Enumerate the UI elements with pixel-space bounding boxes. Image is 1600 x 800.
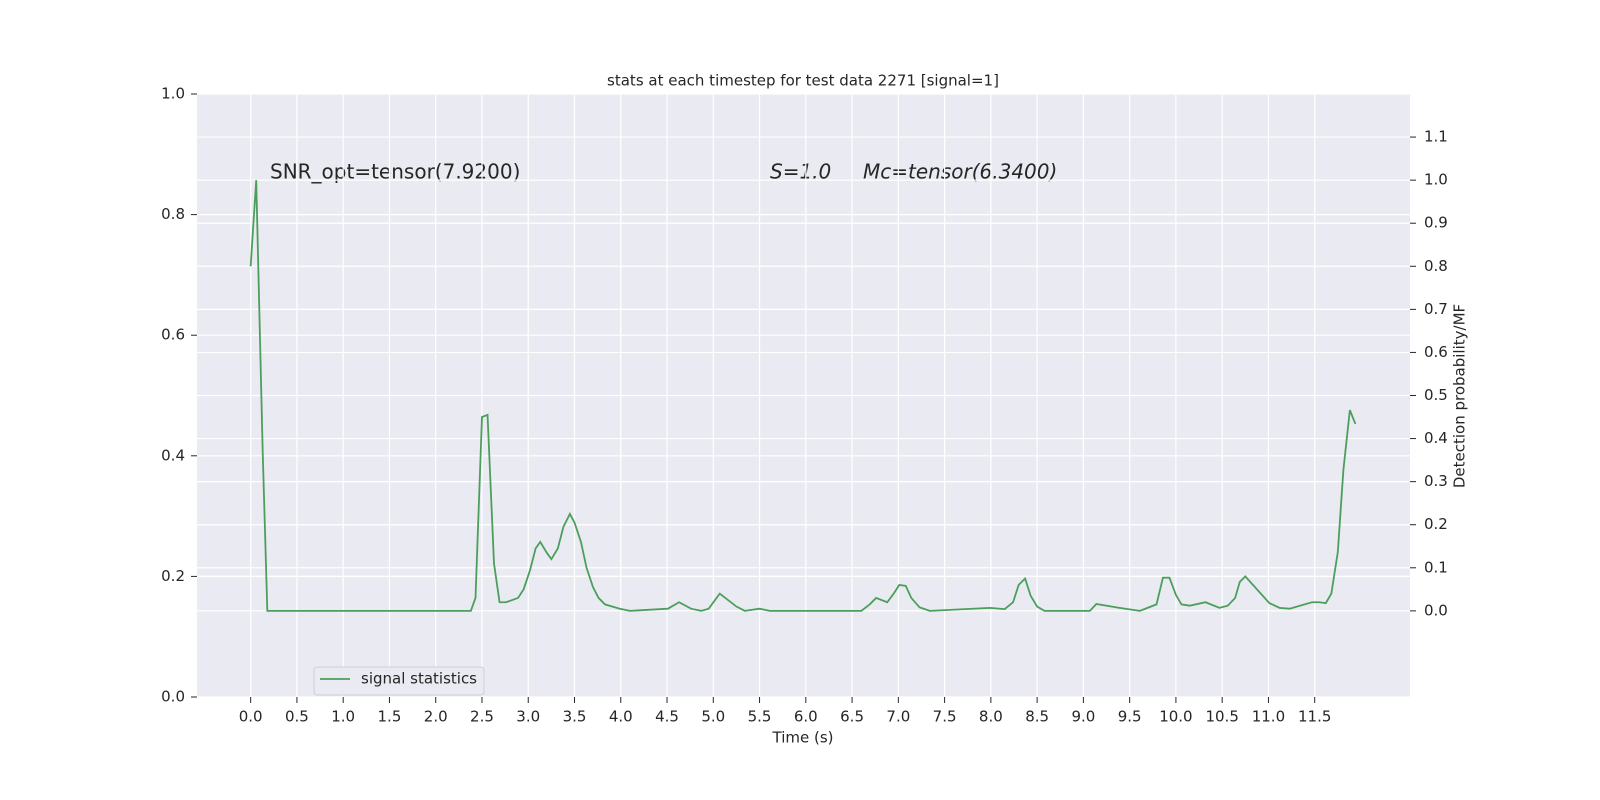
x-tick-label: 9.5: [1118, 708, 1142, 726]
x-axis-label: Time (s): [772, 729, 834, 747]
y2-tick-label: 0.3: [1424, 472, 1448, 490]
x-tick-label: 4.5: [655, 708, 679, 726]
legend-box: [313, 666, 485, 696]
x-tick-label: 10.0: [1159, 708, 1192, 726]
y2-tick-label: 0.0: [1424, 601, 1448, 619]
y-tick-label: 0.6: [161, 326, 185, 344]
y-tick-label: 0.2: [161, 567, 185, 585]
y2-axis-label: Detection probability/MF: [1451, 304, 1469, 488]
x-tick-label: 11.5: [1298, 708, 1331, 726]
y2-tick-label: 0.2: [1424, 515, 1448, 533]
x-tick-label: 3.0: [516, 708, 540, 726]
y2-tick-label: 0.9: [1424, 214, 1448, 232]
chart-title: stats at each timestep for test data 227…: [607, 72, 999, 90]
x-tick-label: 9.0: [1071, 708, 1095, 726]
x-tick-label: 5.0: [701, 708, 725, 726]
y2-tick-label: 1.1: [1424, 128, 1448, 146]
x-tick-label: 3.5: [563, 708, 587, 726]
y2-tick-label: 0.8: [1424, 257, 1448, 275]
data-line: [249, 180, 1357, 612]
x-tick-label: 7.5: [933, 708, 957, 726]
y2-tick-label: 0.7: [1424, 300, 1448, 318]
annotation: S=1.0: [770, 160, 831, 184]
y-tick-label: 0.4: [161, 446, 185, 464]
x-tick-label: 0.5: [285, 708, 309, 726]
x-tick-label: 6.0: [794, 708, 818, 726]
y2-tick-label: 0.4: [1424, 429, 1448, 447]
x-tick-label: 10.5: [1205, 708, 1238, 726]
y2-tick-label: 0.5: [1424, 386, 1448, 404]
x-tick-label: 0.0: [239, 708, 263, 726]
x-tick-label: 8.0: [979, 708, 1003, 726]
x-tick-label: 8.5: [1025, 708, 1049, 726]
x-tick-label: 2.5: [470, 708, 494, 726]
legend-label: signal statistics: [361, 670, 477, 688]
annotation: SNR_opt=tensor(7.9200): [270, 160, 520, 184]
y2-tick-label: 0.6: [1424, 343, 1448, 361]
y2-tick-label: 0.1: [1424, 558, 1448, 576]
x-tick-label: 7.0: [886, 708, 910, 726]
x-tick-label: 6.5: [840, 708, 864, 726]
x-tick-label: 11.0: [1252, 708, 1285, 726]
y-tick-label: 1.0: [161, 85, 185, 103]
x-tick-label: 4.0: [609, 708, 633, 726]
x-tick-label: 5.5: [748, 708, 772, 726]
y-tick-label: 0.8: [161, 205, 185, 223]
x-tick-label: 2.0: [424, 708, 448, 726]
y2-tick-label: 1.0: [1424, 171, 1448, 189]
y-tick-label: 0.0: [161, 688, 185, 706]
annotation: Mc=tensor(6.3400): [863, 160, 1057, 184]
x-tick-label: 1.5: [378, 708, 402, 726]
x-tick-label: 1.0: [331, 708, 355, 726]
